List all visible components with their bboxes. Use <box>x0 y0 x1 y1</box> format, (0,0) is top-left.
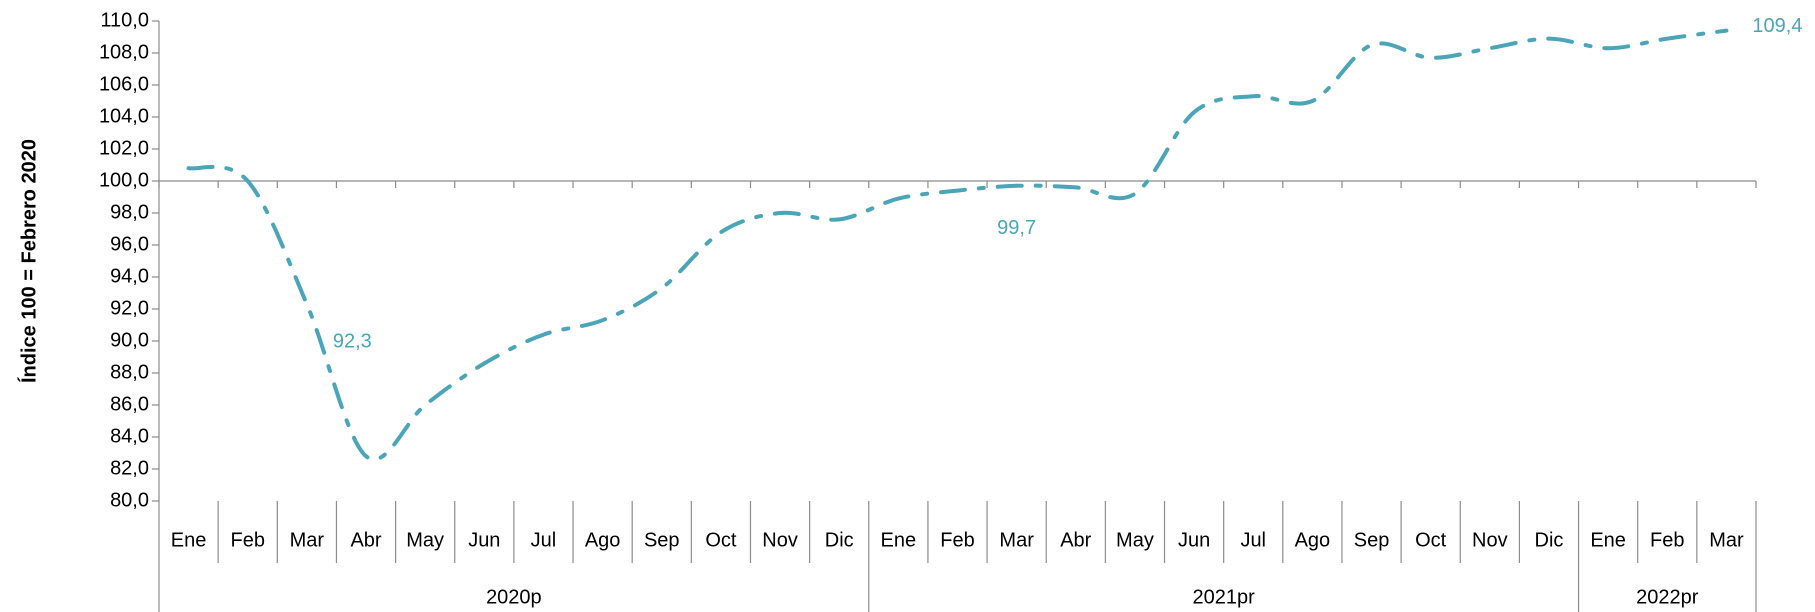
y-tick-label: 84,0 <box>110 425 149 447</box>
year-label: 2022pr <box>1636 586 1699 608</box>
y-tick-label: 102,0 <box>99 137 149 159</box>
x-tick-label: Dic <box>1535 529 1564 551</box>
x-tick-label: Oct <box>1415 529 1447 551</box>
x-tick-label: Feb <box>1650 529 1684 551</box>
y-tick-label: 88,0 <box>110 361 149 383</box>
data-label: 92,3 <box>333 330 372 352</box>
year-label: 2021pr <box>1193 586 1256 608</box>
x-tick-label: Ago <box>1295 529 1331 551</box>
y-tick-label: 100,0 <box>99 169 149 191</box>
y-tick-label: 104,0 <box>99 105 149 127</box>
x-tick-label: Dic <box>825 529 854 551</box>
y-tick-label: 86,0 <box>110 393 149 415</box>
x-tick-label: Sep <box>644 529 680 551</box>
x-tick-label: Mar <box>999 529 1034 551</box>
y-tick-label: 92,0 <box>110 297 149 319</box>
x-tick-label: Ene <box>171 529 207 551</box>
x-tick-label: Feb <box>940 529 974 551</box>
x-tick-label: Mar <box>290 529 325 551</box>
x-tick-label: Nov <box>762 529 798 551</box>
x-tick-label: Ene <box>1590 529 1626 551</box>
y-tick-label: 106,0 <box>99 73 149 95</box>
y-tick-label: 96,0 <box>110 233 149 255</box>
x-tick-label: Abr <box>350 529 381 551</box>
y-tick-label: 98,0 <box>110 201 149 223</box>
x-tick-label: Feb <box>230 529 264 551</box>
year-label: 2020p <box>486 586 542 608</box>
x-tick-label: May <box>406 529 444 551</box>
x-tick-label: Mar <box>1709 529 1744 551</box>
y-tick-label: 90,0 <box>110 329 149 351</box>
x-tick-label: Sep <box>1354 529 1390 551</box>
data-label: 99,7 <box>997 217 1036 239</box>
x-tick-label: Abr <box>1060 529 1091 551</box>
x-tick-label: Jul <box>1240 529 1266 551</box>
x-tick-label: Nov <box>1472 529 1508 551</box>
x-tick-label: May <box>1116 529 1154 551</box>
y-axis-title: Índice 100 = Febrero 2020 <box>17 139 40 383</box>
y-tick-label: 82,0 <box>110 457 149 479</box>
x-tick-label: Oct <box>705 529 737 551</box>
y-tick-label: 108,0 <box>99 41 149 63</box>
x-tick-label: Ago <box>585 529 621 551</box>
x-tick-label: Ene <box>881 529 917 551</box>
x-tick-label: Jun <box>1178 529 1210 551</box>
y-tick-label: 110,0 <box>100 9 149 31</box>
y-tick-label: 80,0 <box>110 489 149 511</box>
series-line <box>186 28 1729 462</box>
y-tick-label: 94,0 <box>110 265 149 287</box>
x-tick-label: Jul <box>531 529 557 551</box>
x-tick-label: Jun <box>468 529 500 551</box>
data-label: 109,4 <box>1752 15 1802 37</box>
